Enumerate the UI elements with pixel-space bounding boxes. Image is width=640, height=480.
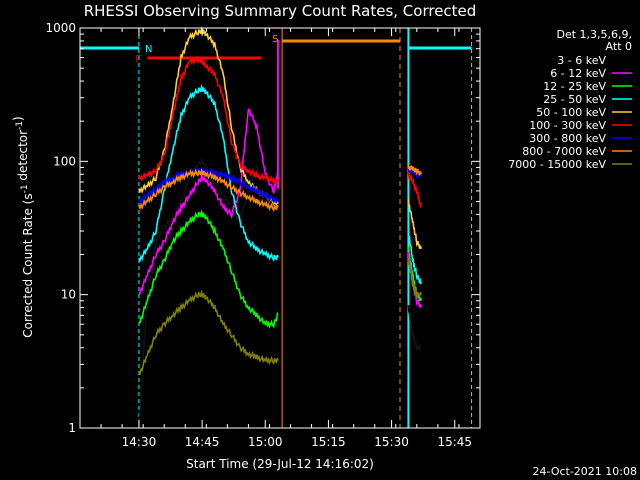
- chart-title: RHESSI Observing Summary Count Rates, Co…: [84, 2, 477, 20]
- series-line: [138, 289, 279, 376]
- axes: 1 10 100 1000 14:30 14:45 15:00 15:15 15:30 15:45: [45, 21, 481, 449]
- y-axis-label: Corrected Count Rate (s-1 detector-1): [11, 116, 35, 337]
- legend-subtitle: Att 0: [606, 40, 632, 53]
- series-line: [407, 305, 422, 351]
- series-line: [138, 108, 279, 295]
- legend-entry-label: 6 - 12 keV: [550, 67, 606, 80]
- plot-area: NF S: [80, 26, 473, 428]
- legend-entry-label: 3 - 6 keV: [557, 54, 606, 67]
- legend-entry-label: 50 - 100 keV: [536, 106, 606, 119]
- plot-frame: [79, 27, 481, 429]
- night-marker-label: N: [145, 44, 152, 55]
- legend-entry-label: 100 - 300 keV: [529, 119, 606, 132]
- series-line: [138, 84, 279, 263]
- series-line: [407, 199, 422, 250]
- legend-title: Det 1,3,5,6,9,: [556, 28, 632, 41]
- x-tick-label: 15:45: [437, 435, 472, 449]
- series-line: [407, 258, 422, 298]
- y-tick-label: 1: [68, 421, 76, 435]
- x-tick-label: 15:30: [374, 435, 409, 449]
- legend-entry-label: 7000 - 15000 keV: [508, 158, 606, 171]
- x-tick-label: 14:30: [122, 435, 157, 449]
- legend-entry-label: 12 - 25 keV: [543, 80, 606, 93]
- series-line: [407, 164, 422, 176]
- y-tick-label: 1000: [45, 21, 76, 35]
- legend-entry-label: 800 - 7000 keV: [522, 145, 606, 158]
- legend-entry-label: 300 - 800 keV: [529, 132, 606, 145]
- series-line: [138, 165, 279, 205]
- series-line: [138, 209, 279, 329]
- y-tick-label: 10: [61, 288, 76, 302]
- series-line: [407, 228, 422, 285]
- x-tick-label: 15:15: [311, 435, 346, 449]
- x-tick-label: 15:00: [248, 435, 283, 449]
- timestamp: 24-Oct-2021 10:08: [533, 465, 637, 478]
- legend-entry-label: 25 - 50 keV: [543, 93, 606, 106]
- series-line: [138, 55, 279, 185]
- flare-marker-label: F: [135, 54, 141, 65]
- series-line: [138, 167, 279, 212]
- y-tick-label: 100: [53, 154, 76, 168]
- series-line: [138, 157, 279, 426]
- x-tick-label: 14:45: [185, 435, 220, 449]
- saa-marker-label: S: [272, 34, 278, 45]
- x-axis-label: Start Time (29-Jul-12 14:16:02): [186, 457, 374, 471]
- series-line: [407, 171, 422, 208]
